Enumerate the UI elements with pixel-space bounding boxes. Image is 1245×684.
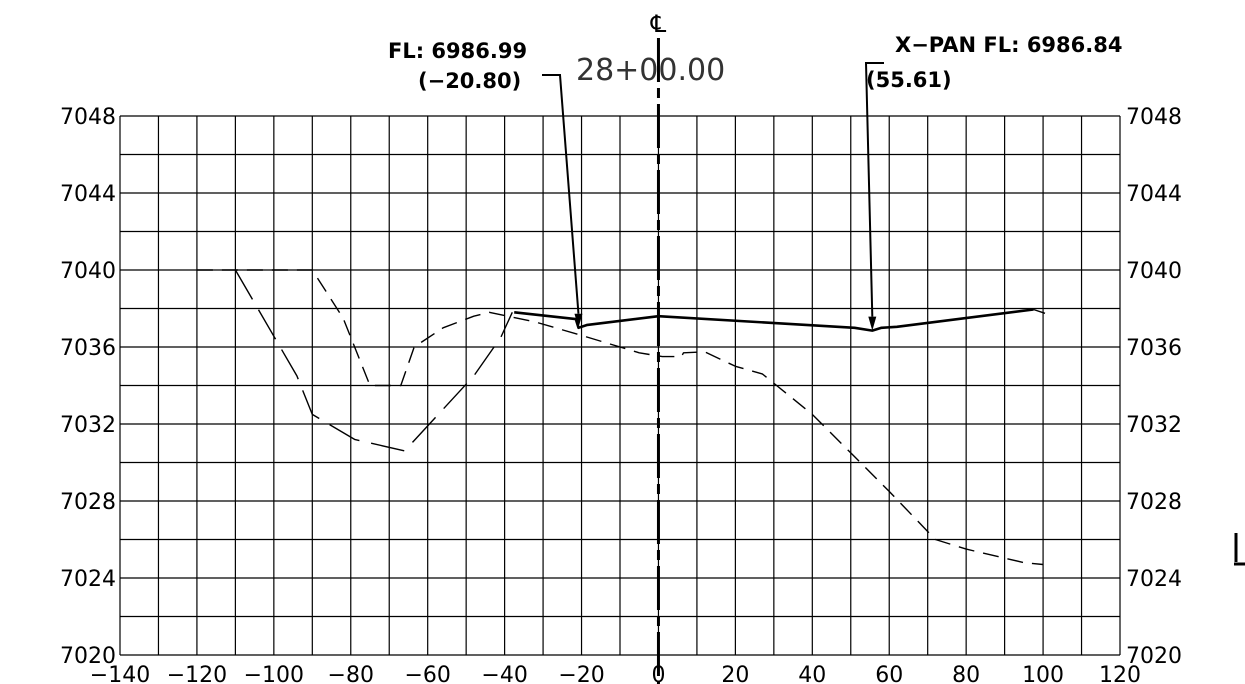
- x-tick-label: 60: [875, 663, 903, 684]
- callout-leader: [864, 62, 884, 317]
- y-tick-label-left: 7048: [60, 105, 116, 130]
- x-tick-label: −100: [244, 663, 304, 684]
- x-tick-label: 80: [952, 663, 980, 684]
- callout-label-line1: X−PAN FL: 6986.84: [895, 33, 1122, 57]
- partial-figure-mark: [1234, 533, 1245, 566]
- profile-line-dashed-long: [234, 269, 513, 452]
- x-tick-label: 40: [798, 663, 826, 684]
- profile-line-solid-bold: [514, 308, 1034, 332]
- y-tick-label-left: 7040: [60, 259, 116, 284]
- station-label-group: 28+00.00: [576, 53, 725, 88]
- y-tick-label-left: 7036: [60, 336, 116, 361]
- callout-label-line1: FL: 6986.99: [388, 39, 527, 63]
- grid: [119, 115, 1121, 656]
- callouts: FL: 6986.99 (−20.80) X−PAN FL: 6986.84 (55.…: [388, 33, 1122, 331]
- callout-leader: [542, 74, 580, 314]
- y-tick-label-right: 7020: [1126, 644, 1182, 669]
- x-tick-label: −120: [167, 663, 227, 684]
- y-tick-labels-left: 7020 7024 7028 7032 7036 7040 7044 7048: [60, 105, 116, 669]
- y-tick-label-right: 7028: [1126, 490, 1182, 515]
- station-label: 28+00.00: [576, 53, 725, 88]
- x-tick-label: −40: [481, 663, 527, 684]
- x-tick-label: 20: [721, 663, 749, 684]
- y-tick-label-right: 7048: [1126, 105, 1182, 130]
- callout-label-line2: (−20.80): [418, 69, 521, 93]
- y-tick-label-right: 7044: [1126, 182, 1182, 207]
- y-tick-label-right: 7036: [1126, 336, 1182, 361]
- y-tick-label-right: 7032: [1126, 413, 1182, 438]
- y-tick-label-right: 7040: [1126, 259, 1182, 284]
- y-tick-label-right: 7024: [1126, 567, 1182, 592]
- x-tick-labels: −140−120−100−80−60−40−20020406080100120: [90, 663, 1141, 684]
- x-tick-label: 100: [1022, 663, 1064, 684]
- callout-label-line2: (55.61): [866, 68, 952, 92]
- y-tick-label-left: 7020: [60, 644, 116, 669]
- profile-line-dashed-short: [1033, 308, 1046, 314]
- callout-arrowhead: [574, 313, 583, 328]
- callout-arrowhead: [868, 316, 877, 331]
- x-tick-label: −60: [404, 663, 450, 684]
- x-tick-label: −80: [328, 663, 374, 684]
- y-tick-label-left: 7024: [60, 567, 116, 592]
- y-tick-label-left: 7032: [60, 413, 116, 438]
- centerline: ℄: [650, 10, 667, 684]
- profile-line-dashed-short: [196, 269, 1044, 566]
- y-tick-label-left: 7028: [60, 490, 116, 515]
- x-tick-label: 120: [1099, 663, 1141, 684]
- profile-lines: [196, 269, 1046, 566]
- x-tick-label: −140: [90, 663, 150, 684]
- y-tick-labels-right: 7020 7024 7028 7032 7036 7040 7044 7048: [1126, 105, 1182, 669]
- centerline-symbol: ℄: [650, 10, 667, 38]
- x-tick-label: −20: [558, 663, 604, 684]
- y-tick-label-left: 7044: [60, 182, 116, 207]
